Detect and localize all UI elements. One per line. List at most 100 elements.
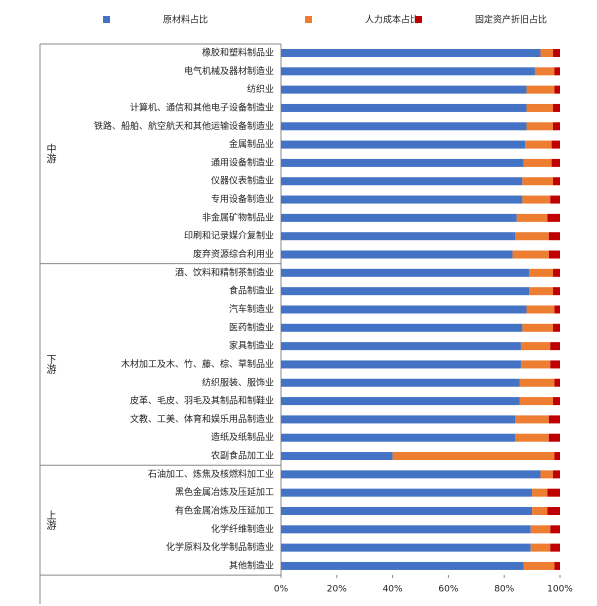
legend-swatch	[415, 16, 422, 23]
bar-segment	[553, 49, 560, 57]
bar-segment	[281, 287, 530, 296]
y-tick-label: 铁路、船舶、航空航天和其他运输设备制造业	[94, 120, 274, 132]
y-tick-label: 计算机、通信和其他电子设备制造业	[130, 101, 274, 113]
y-tick-label: 汽车制造业	[229, 303, 274, 315]
x-tick-label: 40%	[383, 585, 403, 595]
bar-segment	[281, 232, 516, 241]
bar-segment	[512, 250, 549, 259]
bar-segment	[554, 305, 560, 314]
y-tick-label: 专用设备制造业	[211, 193, 274, 205]
bar-segment	[548, 433, 560, 442]
bar-segment	[525, 140, 552, 149]
bar-segment	[550, 195, 560, 204]
y-tick-label: 纺织服装、服饰业	[202, 376, 274, 388]
y-tick-label: 农副食品加工业	[211, 450, 274, 462]
y-tick-label: 文教、工美、体育和娱乐用品制造业	[130, 413, 274, 425]
y-tick-label: 非金属矿物制品业	[202, 211, 274, 223]
bar-segment	[281, 342, 521, 351]
bar-segment	[522, 195, 551, 204]
bar-segment	[520, 360, 551, 369]
legend-label: 人力成本占比	[365, 14, 419, 26]
bar-segment	[540, 470, 554, 479]
bar-segment	[553, 103, 560, 112]
bar-segment	[550, 525, 560, 534]
bar-segment	[281, 543, 531, 552]
bar-segment	[515, 415, 549, 424]
bar-segment	[551, 140, 560, 149]
bar-segment	[554, 378, 560, 387]
bar-segment	[520, 342, 551, 351]
bar-segment	[526, 305, 555, 314]
bar-segment	[526, 103, 554, 112]
bar-segment	[530, 543, 551, 552]
bar-segment	[281, 103, 527, 112]
bar-segment	[281, 213, 517, 222]
bar-segment	[547, 507, 560, 515]
y-tick-label: 电气机械及器材制造业	[184, 65, 274, 77]
bar-segment	[281, 85, 527, 94]
y-tick-label: 金属制品业	[229, 138, 274, 150]
bar-segment	[281, 415, 516, 424]
bar-segment	[523, 158, 552, 167]
y-tick-label: 纺织业	[247, 83, 274, 95]
y-tick-label: 黑色金属冶炼及压延加工	[175, 486, 274, 498]
legend-swatch	[305, 16, 312, 23]
bar-segment	[516, 213, 548, 222]
bar-segment	[281, 452, 393, 461]
bar-segment	[281, 378, 520, 387]
y-tick-label: 食品制造业	[229, 285, 274, 297]
bar-segment	[281, 525, 531, 534]
bar-segment	[548, 232, 560, 241]
group-label: 上游	[44, 510, 56, 531]
y-tick-label: 医药制造业	[229, 321, 274, 333]
bar-segment	[554, 67, 560, 76]
legend-label: 原材料占比	[163, 14, 208, 26]
bar-segment	[392, 452, 555, 461]
bar-segment	[532, 488, 548, 497]
bar-segment	[281, 507, 533, 515]
bar-segment	[522, 323, 554, 332]
legend-label: 固定资产折旧占比	[475, 14, 547, 26]
bar-segment	[534, 67, 555, 76]
bar-segment	[281, 250, 513, 259]
bar-segment	[281, 470, 541, 479]
bar-segment	[523, 561, 555, 570]
bar-segment	[550, 342, 560, 351]
y-tick-label: 酒、饮料和精制茶制造业	[175, 266, 274, 278]
bar-segment	[281, 360, 521, 369]
bar-segment	[554, 452, 560, 461]
bar-segment	[554, 561, 560, 570]
bar-segment	[550, 360, 560, 369]
bar-segment	[281, 397, 520, 406]
x-tick-label: 20%	[327, 585, 347, 595]
bar-segment	[554, 85, 560, 94]
bar-segment	[281, 323, 523, 332]
bar-segment	[526, 122, 554, 131]
y-tick-label: 通用设备制造业	[211, 156, 274, 168]
bar-segment	[529, 287, 554, 296]
bar-segment	[547, 488, 560, 497]
x-tick-label: 80%	[494, 585, 514, 595]
y-tick-label: 化学纤维制造业	[211, 523, 274, 535]
y-tick-label: 仪器仪表制造业	[211, 175, 274, 187]
x-tick-label: 0%	[274, 585, 289, 595]
bar-segment	[550, 543, 560, 552]
bar-segment	[553, 122, 560, 131]
bar-segment	[519, 397, 554, 406]
bar-segment	[519, 378, 555, 387]
group-label: 中游	[44, 143, 56, 165]
bar-segment	[548, 415, 560, 424]
y-tick-label: 废弃资源综合利用业	[193, 248, 274, 260]
bar-segment	[553, 323, 560, 332]
bar-segment	[281, 158, 524, 167]
bar-segment	[553, 470, 560, 479]
y-tick-label: 皮革、毛皮、羽毛及其制品和制鞋业	[130, 395, 274, 407]
legend-swatch	[103, 16, 110, 23]
y-tick-label: 其他制造业	[229, 559, 274, 571]
bar-segment	[548, 250, 560, 259]
y-tick-label: 橡胶和塑料制品业	[202, 47, 274, 59]
bar-segment	[281, 122, 527, 131]
bar-segment	[553, 268, 560, 277]
x-tick-label: 60%	[438, 585, 458, 595]
y-tick-label: 木材加工及木、竹、藤、棕、草制品业	[121, 358, 274, 370]
